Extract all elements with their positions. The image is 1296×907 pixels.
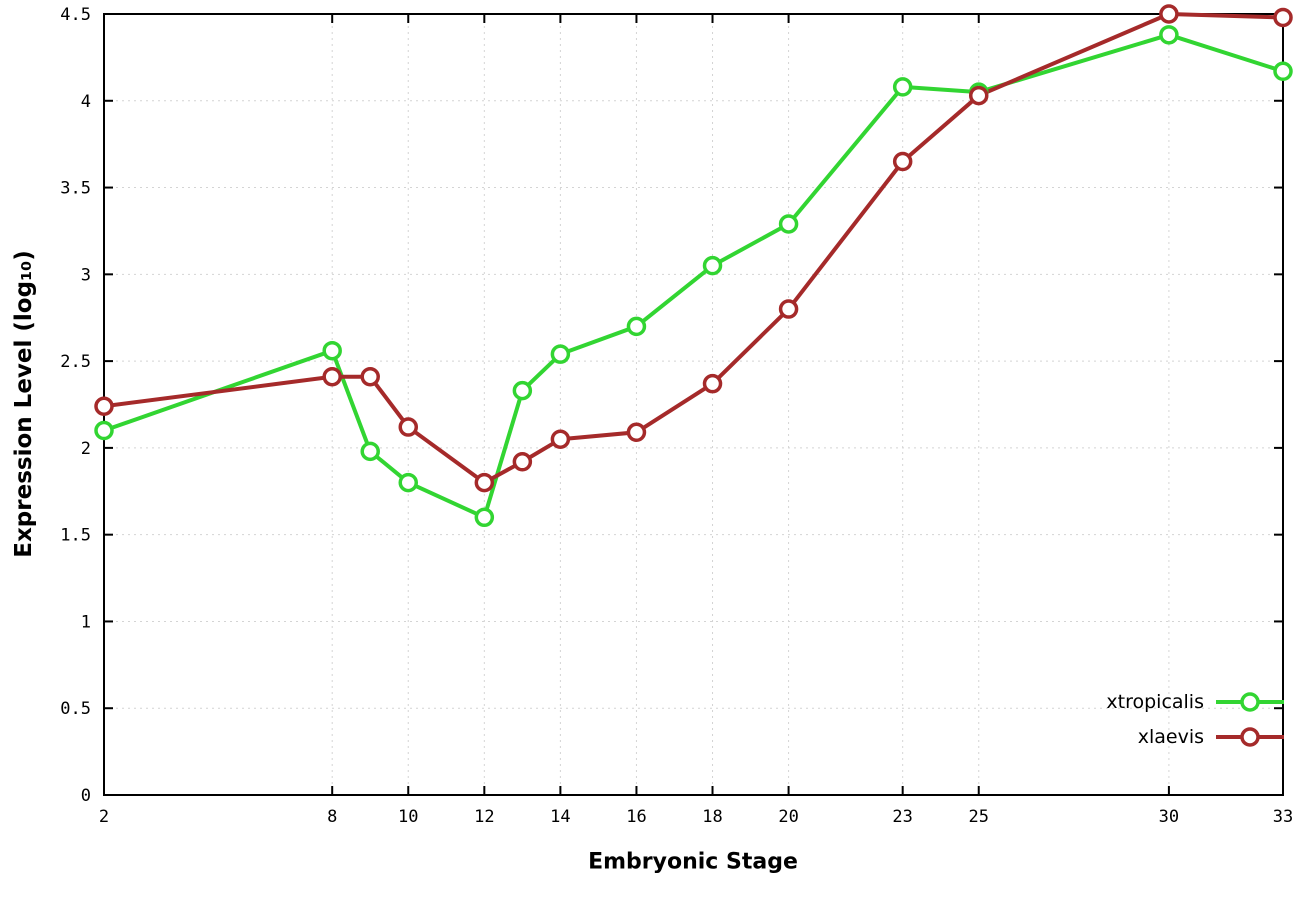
- svg-text:2: 2: [81, 439, 91, 459]
- legend-marker-xlaevis: [1216, 727, 1284, 747]
- svg-text:2: 2: [99, 807, 109, 827]
- svg-text:23: 23: [892, 807, 912, 827]
- svg-text:20: 20: [778, 807, 798, 827]
- svg-text:14: 14: [550, 807, 570, 827]
- legend-item-xlaevis: xlaevis: [1138, 723, 1286, 751]
- svg-text:3.5: 3.5: [60, 179, 91, 199]
- legend-item-xtropicalis: xtropicalis: [1106, 688, 1286, 716]
- y-axis-label: Expression Level (log₁₀): [11, 250, 37, 558]
- svg-text:18: 18: [702, 807, 722, 827]
- svg-text:4: 4: [81, 92, 91, 112]
- svg-text:30: 30: [1159, 807, 1179, 827]
- svg-text:4.5: 4.5: [60, 5, 91, 25]
- svg-text:2.5: 2.5: [60, 352, 91, 372]
- svg-text:33: 33: [1273, 807, 1293, 827]
- svg-text:3: 3: [81, 265, 91, 285]
- x-axis-label: Embryonic Stage: [588, 849, 798, 875]
- svg-text:25: 25: [968, 807, 988, 827]
- svg-text:1: 1: [81, 612, 91, 632]
- svg-text:12: 12: [474, 807, 494, 827]
- svg-text:16: 16: [626, 807, 646, 827]
- legend-marker-xtropicalis: [1216, 692, 1284, 712]
- svg-text:8: 8: [327, 807, 337, 827]
- legend-label-xlaevis: xlaevis: [1137, 726, 1204, 748]
- legend: xtropicalis xlaevis: [1106, 688, 1286, 751]
- svg-text:1.5: 1.5: [60, 526, 91, 546]
- svg-text:10: 10: [398, 807, 418, 827]
- svg-text:0: 0: [81, 786, 91, 806]
- svg-text:0.5: 0.5: [60, 699, 91, 719]
- legend-label-xtropicalis: xtropicalis: [1106, 691, 1204, 713]
